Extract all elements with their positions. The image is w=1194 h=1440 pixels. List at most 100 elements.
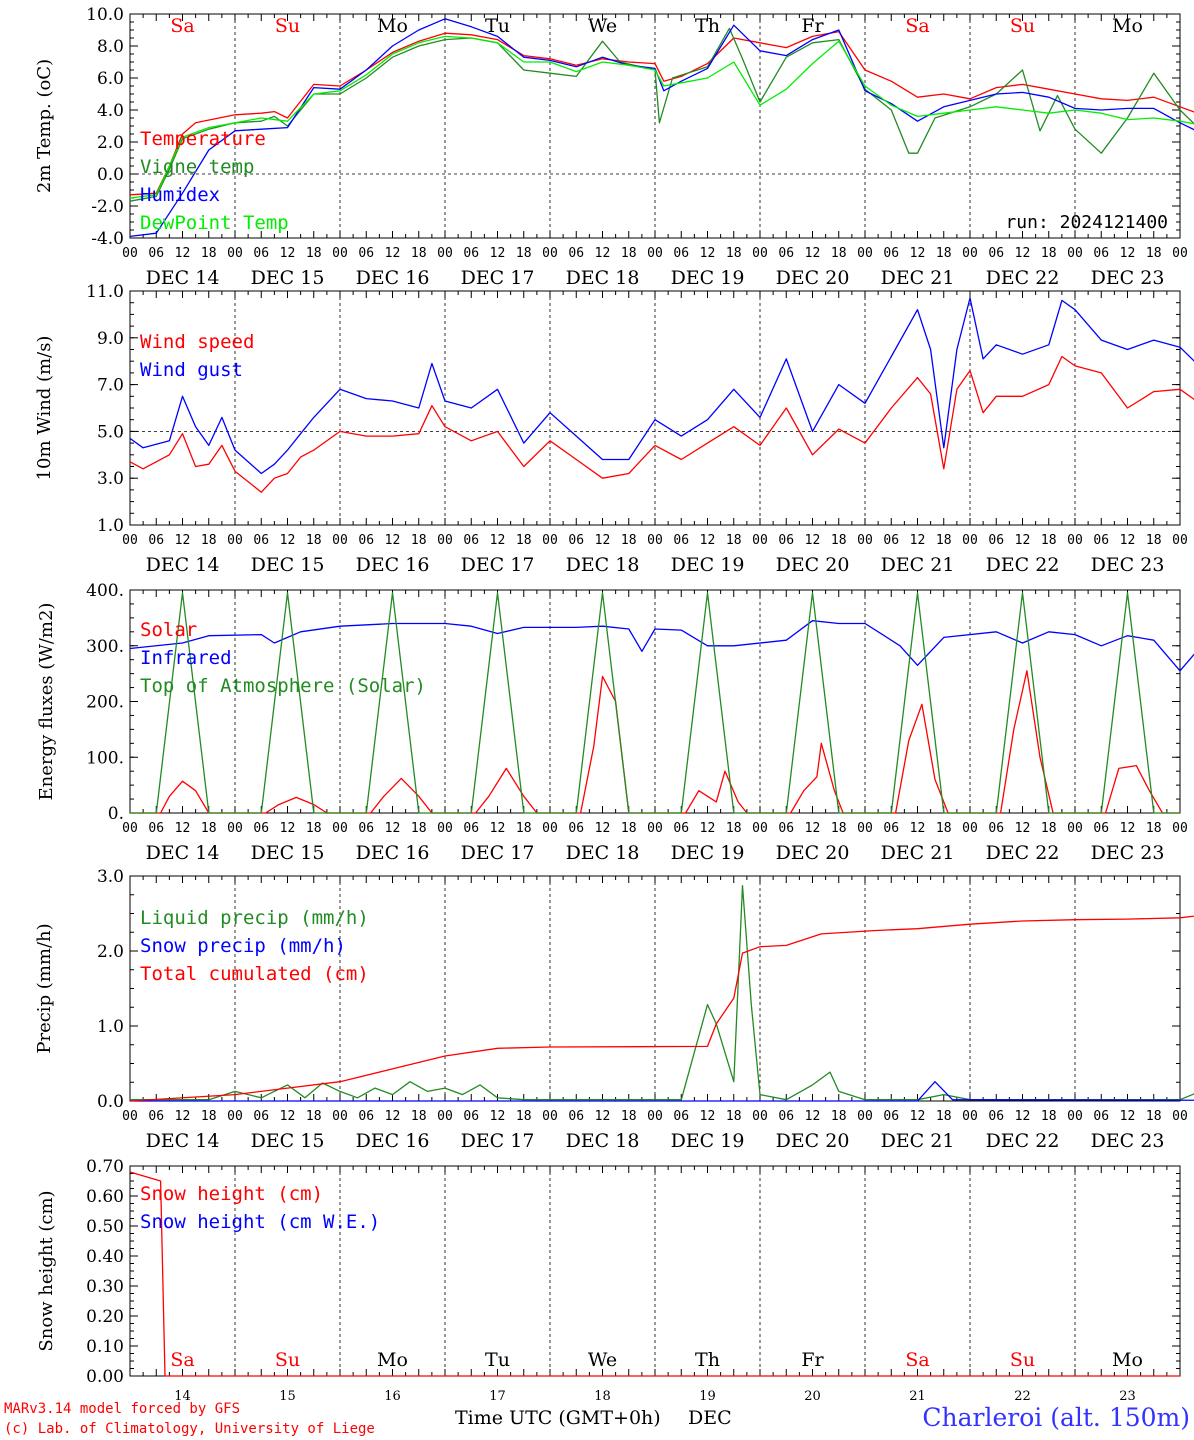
y-tick-label: 2.0 [97,133,124,153]
hour-tick-label: 00 [857,821,873,836]
hour-tick-label: 00 [647,533,663,548]
day-number: 21 [909,1389,926,1404]
day-label: DEC 17 [461,842,535,864]
hour-tick-label: 12 [280,821,296,836]
hour-tick-label: 12 [910,821,926,836]
y-tick-label: 300. [86,637,124,657]
hour-tick-label: 18 [201,533,217,548]
hour-tick-label: 06 [463,246,479,261]
y-tick-label: 10.0 [86,5,124,25]
hour-tick-label: 18 [516,533,532,548]
day-label: DEC 21 [881,554,955,576]
hour-tick-label: 18 [411,1109,427,1124]
day-label: DEC 22 [986,267,1060,289]
day-label: DEC 14 [146,554,220,576]
hour-tick-label: 00 [542,1109,558,1124]
day-label: DEC 14 [146,267,220,289]
hour-tick-label: 12 [175,821,191,836]
hour-tick-label: 00 [227,246,243,261]
hour-tick-label: 00 [227,1109,243,1124]
hour-tick-label: 00 [332,246,348,261]
hour-tick-label: 12 [1120,821,1136,836]
hour-tick-label: 12 [805,246,821,261]
hour-tick-label: 00 [122,246,138,261]
day-number: 23 [1119,1389,1136,1404]
y-tick-label: 0.60 [86,1187,124,1207]
y-tick-label: 200. [86,693,124,713]
hour-tick-label: 18 [201,1109,217,1124]
hour-tick-label: 00 [752,246,768,261]
hour-tick-label: 06 [1093,246,1109,261]
hour-tick-label: 06 [358,821,374,836]
hour-tick-label: 00 [752,821,768,836]
hour-tick-label: 18 [621,1109,637,1124]
day-number: 20 [804,1389,821,1404]
hour-tick-label: 18 [1146,1109,1162,1124]
hour-tick-label: 18 [831,533,847,548]
hour-tick-label: 00 [542,246,558,261]
y-tick-label: 7.0 [97,376,124,396]
day-number: 16 [384,1389,401,1404]
day-label: DEC 18 [566,1130,640,1152]
day-label: DEC 22 [986,1130,1060,1152]
y-axis-label: Precip (mm/h) [34,923,55,1053]
legend-entry: Wind gust [140,359,243,381]
hour-tick-label: 00 [1172,821,1188,836]
series-line-humidex [129,18,1194,238]
hour-tick-label: 12 [805,821,821,836]
hour-tick-label: 00 [962,246,978,261]
hour-tick-label: 06 [778,1109,794,1124]
hour-tick-label: 06 [988,246,1004,261]
day-label: DEC 18 [566,842,640,864]
hour-tick-label: 06 [568,533,584,548]
day-label: DEC 23 [1091,842,1165,864]
hour-tick-label: 06 [1093,1109,1109,1124]
hour-tick-label: 00 [542,821,558,836]
y-tick-label: 1.0 [97,516,124,536]
panel-5: 0.00 0.10 0.20 0.30 0.40 0.50 0.60 0.70 Snow hei… [36,1157,1181,1404]
hour-tick-label: 12 [490,246,506,261]
hour-tick-label: 18 [621,533,637,548]
legend-entry: Infrared [140,647,232,669]
series-line-top-of-atmosphere-solar- [130,592,1180,814]
legend-entry: Solar [140,619,197,641]
hour-tick-label: 18 [936,533,952,548]
hour-tick-label: 12 [385,1109,401,1124]
hour-tick-label: 06 [988,1109,1004,1124]
hour-tick-label: 18 [936,246,952,261]
hour-tick-label: 12 [805,1109,821,1124]
hour-tick-label: 12 [805,533,821,548]
y-tick-label: -4.0 [91,229,124,249]
y-tick-label: 0.20 [86,1307,124,1327]
hour-tick-label: 06 [463,821,479,836]
hour-tick-label: 12 [1015,1109,1031,1124]
hour-tick-label: 18 [726,821,742,836]
day-label: DEC 16 [356,554,430,576]
hour-tick-label: 00 [437,533,453,548]
hour-tick-label: 06 [148,821,164,836]
hour-tick-label: 12 [700,246,716,261]
hour-tick-label: 00 [1172,1109,1188,1124]
hour-tick-label: 06 [778,246,794,261]
series-line-dewpoint-temp [129,35,1194,199]
hour-tick-label: 06 [883,246,899,261]
weekday-label: We [588,1349,617,1371]
hour-tick-label: 00 [752,533,768,548]
day-label: DEC 16 [356,267,430,289]
y-tick-label: 8.0 [97,37,124,57]
hour-tick-label: 12 [700,1109,716,1124]
weekday-label: Fr [801,1349,824,1371]
hour-tick-label: 12 [1120,246,1136,261]
day-label: DEC 19 [671,554,745,576]
hour-tick-label: 06 [358,533,374,548]
hour-tick-label: 12 [1120,1109,1136,1124]
legend-entry: Humidex [140,184,220,206]
hour-tick-label: 00 [857,1109,873,1124]
y-axis-label: Snow height (cm) [36,1190,57,1351]
series-line-snow-height-cm- [129,1171,1180,1377]
hour-tick-label: 00 [227,533,243,548]
hour-tick-label: 06 [253,246,269,261]
y-axis-label: 2m Temp. (oC) [34,59,55,193]
hour-tick-label: 12 [385,246,401,261]
weekday-label: Mo [1112,15,1143,37]
